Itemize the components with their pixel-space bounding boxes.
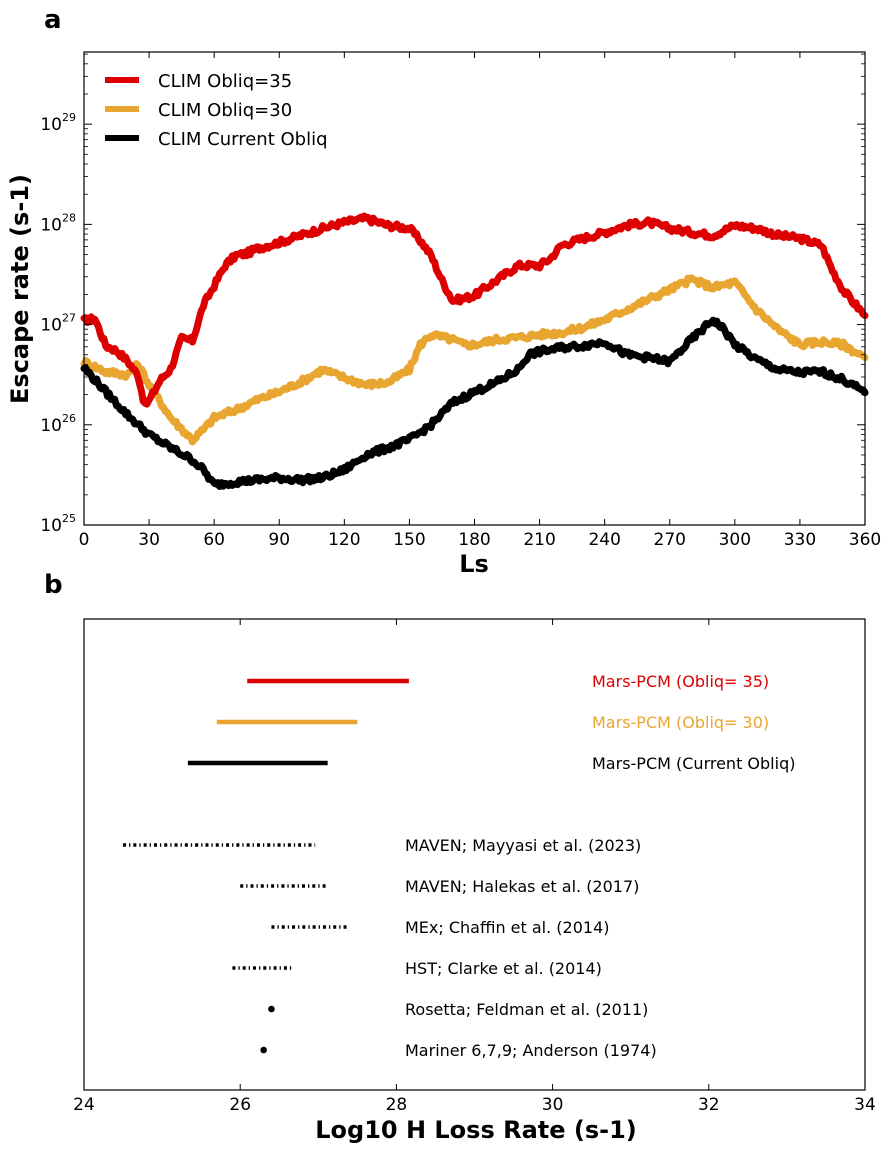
range-item: Mariner 6,7,9; Anderson (1974) [260, 1041, 657, 1060]
series-line-clim-obliq-35 [80, 212, 869, 408]
panel-b-items: Mars-PCM (Obliq= 35) Mars-PCM (Obliq= 30)… [123, 672, 795, 1060]
y-tick-label: 1027 [40, 312, 76, 336]
panel-b-frame [83, 618, 866, 1091]
x-tick-label: 180 [458, 530, 490, 550]
range-label: Mars-PCM (Current Obliq) [592, 754, 795, 773]
panel-a-y-axis-title: Escape rate (s-1) [6, 174, 34, 404]
x-tick-label: 330 [784, 530, 816, 550]
x-tick-label: 24 [73, 1095, 95, 1115]
y-tick-base: 10 [40, 215, 62, 235]
panel-letter-a: a [44, 5, 62, 35]
range-point [268, 1005, 275, 1013]
range-label: Mariner 6,7,9; Anderson (1974) [405, 1041, 657, 1060]
y-tick-label: 1026 [40, 412, 76, 436]
panel-b-x-ticks: 24 26 28 30 32 34 [73, 619, 876, 1115]
panel-a-x-axis-title: Ls [459, 550, 489, 578]
panel-a-series [80, 212, 869, 490]
panel-a-x-ticks: 0 30 60 90 120 150 180 210 240 270 300 330 360 [79, 52, 881, 550]
y-tick-base: 10 [40, 516, 62, 536]
y-tick-exp: 26 [62, 412, 76, 425]
y-tick-base: 10 [40, 316, 62, 336]
y-tick-exp: 29 [62, 111, 76, 124]
range-label: HST; Clarke et al. (2014) [405, 959, 602, 978]
y-tick-exp: 28 [62, 211, 76, 224]
x-tick-label: 34 [854, 1095, 876, 1115]
x-tick-label: 360 [849, 530, 881, 550]
range-item: HST; Clarke et al. (2014) [232, 959, 602, 978]
range-item: Mars-PCM (Current Obliq) [187, 754, 795, 773]
legend-label: CLIM Current Obliq [158, 129, 328, 150]
series-line-clim-obliq-30 [80, 274, 869, 446]
range-point [260, 1046, 267, 1054]
panel-a-chart: 0 30 60 90 120 150 180 210 240 270 300 330 360 10251… [6, 51, 881, 578]
x-tick-label: 30 [138, 530, 160, 550]
range-label: MAVEN; Halekas et al. (2017) [405, 877, 639, 896]
range-label: MEx; Chaffin et al. (2014) [405, 918, 610, 937]
range-item: Rosetta; Feldman et al. (2011) [268, 1000, 648, 1019]
range-item: Mars-PCM (Obliq= 30) [216, 713, 769, 732]
panel-b-x-axis-title: Log10 H Loss Rate (s-1) [315, 1116, 637, 1144]
y-tick-base: 10 [40, 416, 62, 436]
y-tick-base: 10 [40, 115, 62, 135]
range-item: Mars-PCM (Obliq= 35) [247, 672, 769, 691]
x-tick-label: 240 [588, 530, 620, 550]
legend-label: CLIM Obliq=30 [158, 100, 292, 121]
x-tick-label: 28 [386, 1095, 408, 1115]
range-item: MAVEN; Mayyasi et al. (2023) [123, 836, 641, 855]
x-tick-label: 26 [229, 1095, 251, 1115]
x-tick-label: 0 [79, 530, 90, 550]
x-tick-label: 120 [328, 530, 360, 550]
x-tick-label: 210 [523, 530, 555, 550]
range-item: MEx; Chaffin et al. (2014) [271, 918, 610, 937]
range-label: Mars-PCM (Obliq= 35) [592, 672, 769, 691]
x-tick-label: 60 [203, 530, 225, 550]
y-tick-exp: 25 [62, 512, 76, 525]
series-line-clim-current-obliq [80, 316, 869, 490]
y-tick-label: 1028 [40, 211, 76, 235]
panel-letter-b: b [44, 570, 63, 600]
range-label: Rosetta; Feldman et al. (2011) [405, 1000, 648, 1019]
panel-b-chart: Mars-PCM (Obliq= 35) Mars-PCM (Obliq= 30)… [73, 618, 876, 1144]
x-tick-label: 90 [268, 530, 290, 550]
y-tick-label: 1025 [40, 512, 76, 536]
range-label: MAVEN; Mayyasi et al. (2023) [405, 836, 641, 855]
x-tick-label: 32 [698, 1095, 720, 1115]
x-tick-label: 30 [542, 1095, 564, 1115]
range-item: MAVEN; Halekas et al. (2017) [240, 877, 639, 896]
legend-label: CLIM Obliq=35 [158, 71, 292, 92]
y-tick-label: 1029 [40, 111, 76, 135]
x-tick-label: 270 [654, 530, 686, 550]
panel-a-legend: CLIM Obliq=35 CLIM Obliq=30 CLIM Current O… [105, 71, 328, 150]
x-tick-label: 300 [719, 530, 751, 550]
y-tick-exp: 27 [62, 312, 76, 325]
x-tick-label: 150 [393, 530, 425, 550]
range-label: Mars-PCM (Obliq= 30) [592, 713, 769, 732]
